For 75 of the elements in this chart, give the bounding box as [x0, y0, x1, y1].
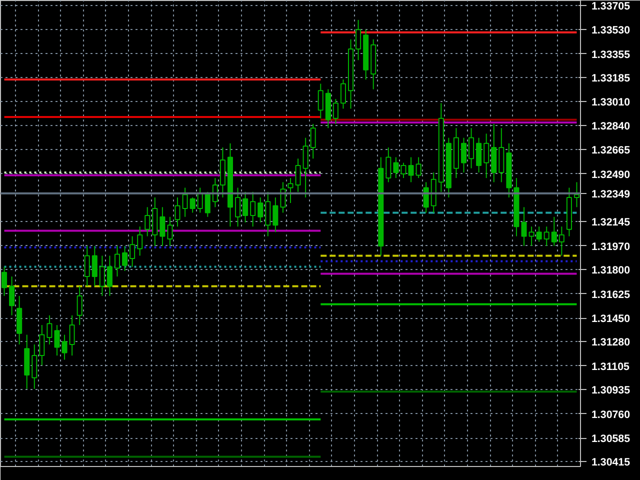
- candlestick: [122, 245, 128, 272]
- candlestick: [393, 156, 399, 179]
- candlestick: [386, 147, 392, 183]
- candlestick: [235, 187, 241, 228]
- y-tick-label: 1.30935: [592, 384, 630, 397]
- y-tick-label: 1.30585: [592, 433, 630, 446]
- y-tick-label: 1.33185: [592, 72, 630, 84]
- candlestick: [460, 137, 467, 173]
- candlestick: [318, 83, 324, 119]
- y-tick-label: 1.31970: [592, 240, 630, 253]
- y-tick-label: 1.32490: [592, 168, 630, 181]
- candlestick: [272, 196, 278, 233]
- y-tick-label: 1.31105: [592, 360, 630, 373]
- candlestick: [250, 191, 256, 228]
- y-tick-label: 1.32145: [592, 216, 630, 229]
- y-tick-label: 1.30415: [592, 456, 630, 469]
- y-tick-label: 1.31450: [592, 313, 630, 326]
- candlestick: [84, 245, 90, 287]
- candlestick: [476, 137, 482, 173]
- candlestick: [54, 324, 60, 356]
- candlestick: [92, 245, 98, 287]
- y-tick-label: 1.31800: [592, 264, 630, 277]
- candlestick: [167, 216, 173, 246]
- y-tick-label: 1.32840: [592, 120, 630, 132]
- y-tick-label: 1.33010: [592, 96, 630, 109]
- candlestick: [521, 206, 527, 246]
- candlestick: [39, 324, 45, 366]
- candlestick: [174, 196, 180, 228]
- candlestick: [114, 245, 120, 277]
- candlestick: [400, 162, 406, 179]
- candlestick: [332, 98, 338, 124]
- candlestick: [423, 182, 429, 214]
- y-tick-label: 1.33705: [592, 0, 630, 12]
- y-tick-label: 1.30760: [592, 408, 630, 421]
- candlestick: [2, 266, 8, 296]
- candlestick: [182, 187, 188, 218]
- candlestick: [130, 236, 136, 268]
- candlestick: [258, 196, 264, 223]
- candlestick: [76, 286, 82, 326]
- candlestick: [32, 344, 38, 390]
- candlestick: [204, 191, 210, 218]
- candlestick: [190, 196, 196, 214]
- candlestick: [295, 158, 301, 192]
- candlestick: [265, 191, 271, 237]
- candlestick: [340, 79, 346, 110]
- candlestick: [197, 187, 203, 214]
- y-tick-label: 1.31625: [592, 288, 630, 301]
- candlestick: [288, 178, 294, 204]
- candlestick: [356, 19, 362, 61]
- candlestick: [46, 314, 52, 345]
- candlestick: [536, 226, 542, 242]
- candlestick: [99, 255, 105, 296]
- candlestick: [62, 334, 68, 360]
- candlestick: [160, 206, 166, 246]
- y-tick-label: 1.31280: [592, 336, 630, 349]
- candlestick: [551, 216, 557, 246]
- y-tick-label: 1.33355: [592, 48, 630, 61]
- candlestick: [468, 128, 474, 169]
- candlestick: [69, 314, 75, 356]
- candlestick: [558, 226, 564, 256]
- y-tick-label: 1.32349: [592, 188, 630, 200]
- candlestick: [416, 156, 422, 179]
- y-tick-label: 1.32665: [592, 144, 630, 157]
- candlestick: [242, 191, 248, 223]
- candlestick: [484, 133, 490, 179]
- y-tick-label: 1.33530: [592, 24, 630, 37]
- candlestick: [106, 255, 112, 296]
- candlestick: [137, 226, 143, 256]
- candlestick: [9, 276, 15, 316]
- candlestick: [310, 123, 316, 160]
- candlestick: [144, 206, 150, 237]
- candlestick: [302, 137, 308, 198]
- candlestick: [544, 226, 550, 246]
- candlestick: [528, 226, 534, 246]
- candlestick: [408, 156, 414, 183]
